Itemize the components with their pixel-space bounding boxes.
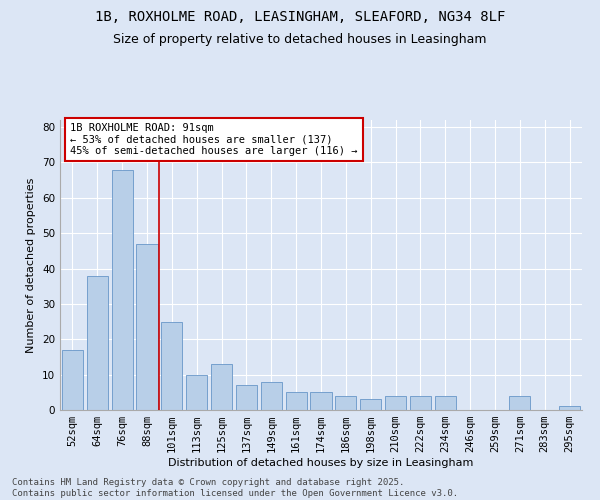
Bar [335,396,356,410]
Bar [62,350,83,410]
Bar [186,374,207,410]
Bar [236,385,257,410]
Text: 1B ROXHOLME ROAD: 91sqm
← 53% of detached houses are smaller (137)
45% of semi-d: 1B ROXHOLME ROAD: 91sqm ← 53% of detache… [70,123,358,156]
Bar [310,392,332,410]
Bar [410,396,431,410]
Text: Contains HM Land Registry data © Crown copyright and database right 2025.
Contai: Contains HM Land Registry data © Crown c… [12,478,458,498]
Bar [136,244,158,410]
Bar [509,396,530,410]
Text: 1B, ROXHOLME ROAD, LEASINGHAM, SLEAFORD, NG34 8LF: 1B, ROXHOLME ROAD, LEASINGHAM, SLEAFORD,… [95,10,505,24]
Text: Size of property relative to detached houses in Leasingham: Size of property relative to detached ho… [113,32,487,46]
Bar [360,400,381,410]
Bar [112,170,133,410]
Bar [559,406,580,410]
Bar [385,396,406,410]
Bar [87,276,108,410]
Bar [211,364,232,410]
Bar [161,322,182,410]
Bar [261,382,282,410]
Bar [286,392,307,410]
X-axis label: Distribution of detached houses by size in Leasingham: Distribution of detached houses by size … [169,458,473,468]
Y-axis label: Number of detached properties: Number of detached properties [26,178,37,352]
Bar [435,396,456,410]
